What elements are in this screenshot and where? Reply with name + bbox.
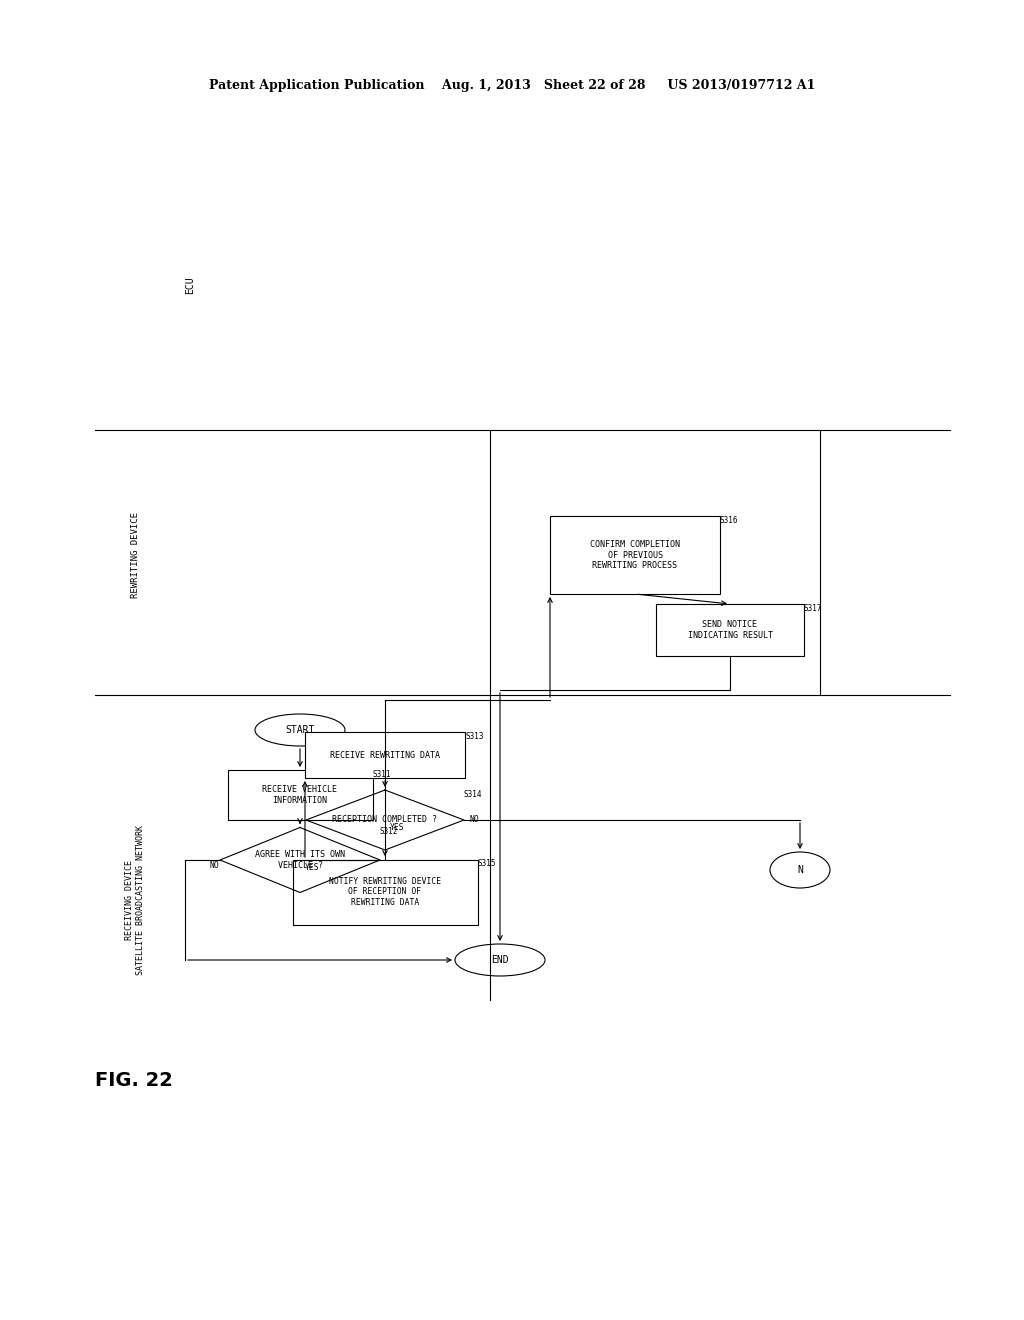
Text: S312: S312 [380, 828, 398, 837]
Text: N: N [797, 865, 803, 875]
Text: SEND NOTICE
INDICATING RESULT: SEND NOTICE INDICATING RESULT [687, 620, 772, 640]
Text: NO: NO [210, 861, 220, 870]
Bar [227, 770, 373, 820]
Text: START: START [286, 725, 314, 735]
Text: S317: S317 [804, 605, 822, 612]
Text: S311: S311 [373, 770, 391, 779]
Text: FIG. 22: FIG. 22 [95, 1071, 173, 1089]
Text: END: END [492, 954, 509, 965]
Ellipse shape [455, 944, 545, 975]
Bar [305, 733, 465, 777]
Bar [550, 516, 720, 594]
Ellipse shape [770, 851, 830, 888]
Text: NO: NO [470, 816, 480, 825]
Text: REWRITING DEVICE: REWRITING DEVICE [130, 512, 139, 598]
Text: S313: S313 [465, 733, 483, 741]
Text: RECEPTION COMPLETED ?: RECEPTION COMPLETED ? [333, 816, 437, 825]
Text: AGREE WITH ITS OWN
VEHICLE ?: AGREE WITH ITS OWN VEHICLE ? [255, 850, 345, 870]
Text: CONFIRM COMPLETION
OF PREVIOUS
REWRITING PROCESS: CONFIRM COMPLETION OF PREVIOUS REWRITING… [590, 540, 680, 570]
Text: YES: YES [305, 863, 319, 873]
Text: NOTIFY REWRITING DEVICE
OF RECEPTION OF
REWRITING DATA: NOTIFY REWRITING DEVICE OF RECEPTION OF … [329, 876, 441, 907]
Text: S316: S316 [720, 516, 738, 525]
Text: ECU: ECU [185, 276, 195, 294]
Ellipse shape [255, 714, 345, 746]
Text: S315: S315 [477, 859, 496, 869]
Bar [293, 859, 477, 924]
Text: RECEIVE REWRITING DATA: RECEIVE REWRITING DATA [330, 751, 440, 759]
Text: RECEIVE VEHICLE
INFORMATION: RECEIVE VEHICLE INFORMATION [262, 785, 338, 805]
Text: Patent Application Publication    Aug. 1, 2013   Sheet 22 of 28     US 2013/0197: Patent Application Publication Aug. 1, 2… [209, 78, 815, 91]
Text: YES: YES [390, 824, 404, 833]
Text: S314: S314 [464, 789, 482, 799]
Text: RECEIVING DEVICE
SATELLITE BROADCASTING NETWORK: RECEIVING DEVICE SATELLITE BROADCASTING … [125, 825, 144, 975]
Bar [656, 605, 804, 656]
